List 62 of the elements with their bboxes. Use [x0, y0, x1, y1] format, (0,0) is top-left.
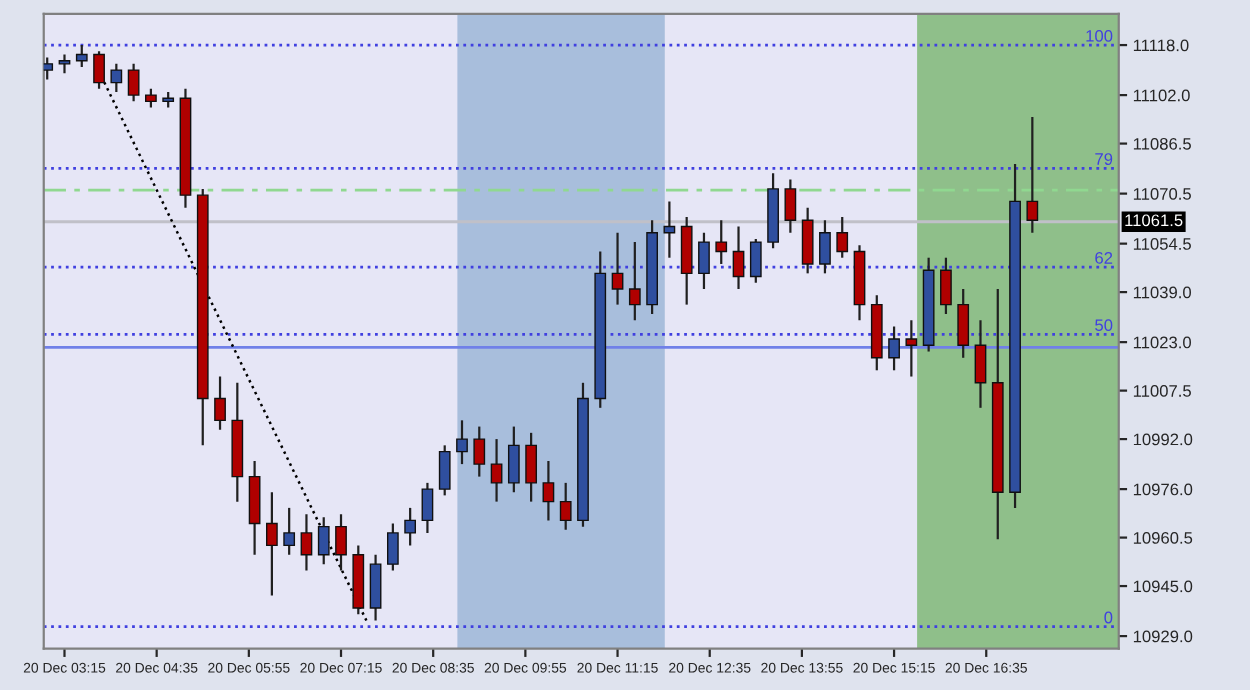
- annotation: 100: [1086, 29, 1113, 42]
- annotation: 62: [1095, 252, 1113, 264]
- candlestick: [559, 481, 572, 531]
- candlestick: [490, 437, 503, 503]
- y-tick-label: 11039.0: [1133, 286, 1191, 299]
- candlestick: [836, 215, 849, 259]
- candlestick: [438, 444, 451, 497]
- y-tick-label: 11118.0: [1133, 39, 1189, 52]
- candlestick: [1026, 115, 1039, 234]
- ref-line-label: 11061.5: [1125, 214, 1183, 227]
- y-tick-label: 10929.0: [1133, 630, 1193, 643]
- y-tick-label: 11023.0: [1133, 336, 1191, 349]
- y-tick-label: 11102.0: [1133, 89, 1190, 102]
- candlestick: [888, 325, 900, 372]
- candlestick: [974, 319, 987, 409]
- candlestick: [456, 419, 468, 466]
- candlestick: [525, 431, 538, 503]
- candlestick: [93, 50, 105, 90]
- candlestick: [43, 56, 54, 81]
- candlestick: [628, 240, 641, 322]
- candlestick: [542, 459, 555, 522]
- y-tick-label: 11086.5: [1133, 137, 1191, 150]
- candlestick: [75, 43, 88, 69]
- candlestick: [801, 206, 814, 275]
- candlestick: [473, 425, 486, 478]
- candlestick: [784, 178, 797, 234]
- candlestick: [611, 231, 624, 306]
- candlestick: [248, 459, 261, 556]
- candlestick: [957, 287, 970, 359]
- y-tick-label: 10976.0: [1133, 483, 1193, 496]
- y-tick-label: 11007.5: [1133, 385, 1191, 397]
- candlestick: [680, 215, 693, 306]
- candlestick: [905, 319, 918, 378]
- candlestick: [421, 481, 434, 535]
- y-tick-label: 10960.5: [1133, 531, 1193, 544]
- candlestick: [214, 375, 226, 431]
- candlestick: [732, 225, 745, 291]
- candlestick: [749, 237, 762, 284]
- candlestick: [698, 231, 710, 291]
- candlestick: [819, 219, 831, 275]
- candlestick: [404, 506, 417, 547]
- candlestick: [110, 62, 123, 94]
- annotation: 0: [1104, 611, 1113, 624]
- y-tick-label: 10992.0: [1133, 433, 1193, 446]
- annotation: 79: [1095, 153, 1113, 165]
- candlestick: [940, 256, 952, 316]
- candlestick: [386, 522, 399, 572]
- candlestick: [300, 513, 313, 572]
- candlestick: [369, 553, 382, 622]
- y-tick-label: 11070.5: [1133, 188, 1191, 200]
- y-tick-label: 10945.0: [1133, 580, 1193, 593]
- y-tick-label: 11054.5: [1133, 238, 1191, 250]
- candlestick: [317, 516, 330, 566]
- candlestick: [266, 491, 278, 597]
- candlestick: [283, 506, 296, 556]
- candlestick: [507, 425, 520, 494]
- candlestick: [335, 513, 347, 572]
- candlestick: [127, 62, 140, 103]
- candlestick: [715, 219, 728, 266]
- annotation: 50: [1095, 319, 1113, 332]
- candlestick: [58, 53, 71, 75]
- candlestick: [145, 87, 157, 109]
